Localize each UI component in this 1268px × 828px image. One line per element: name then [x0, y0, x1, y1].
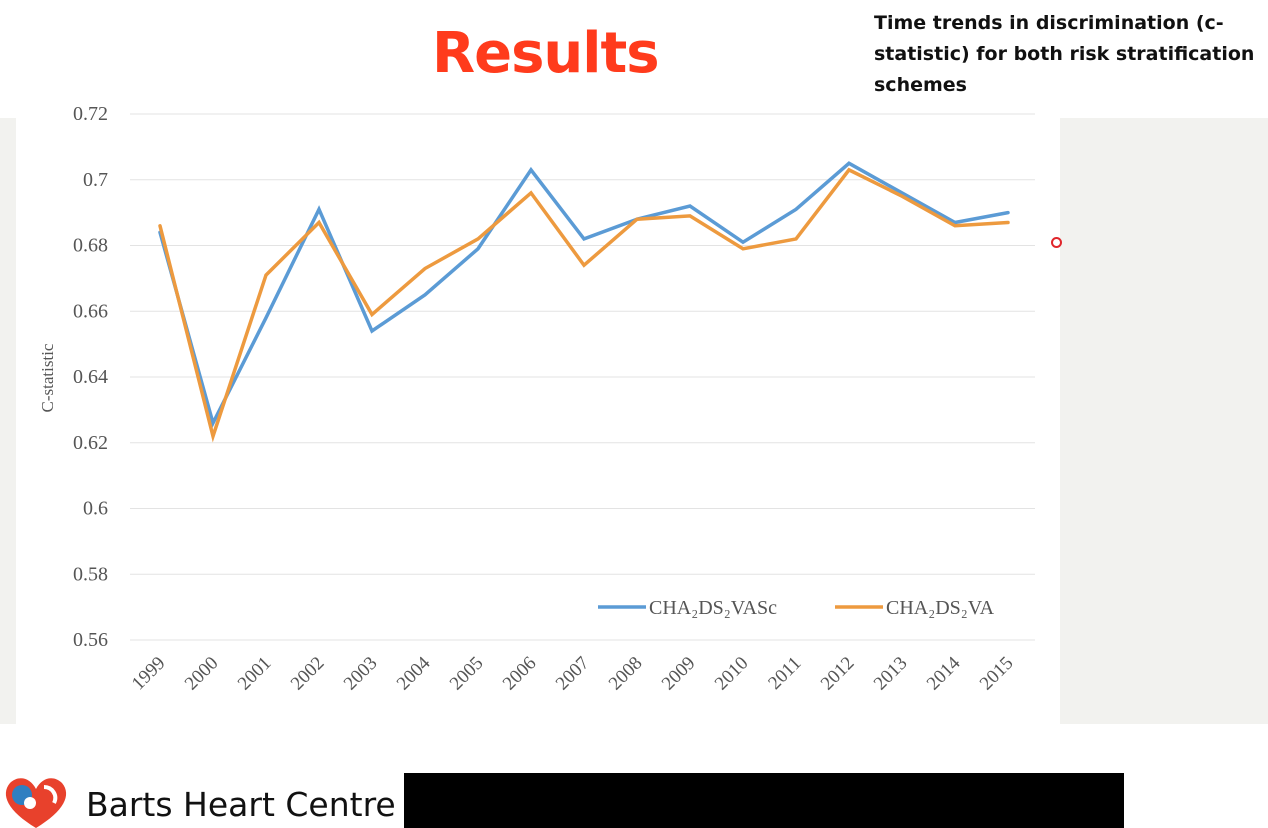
chart-gridlines [130, 113, 1035, 641]
x-tick-label: 2014 [923, 652, 965, 694]
x-tick-label: 2015 [976, 653, 1018, 695]
y-tick-label: 0.7 [83, 169, 108, 191]
chart-series [158, 161, 1010, 443]
series-line-1 [158, 161, 1010, 428]
legend-label-1: CHA₂DS₂VASc [649, 597, 777, 619]
x-tick-label: 2000 [181, 653, 223, 695]
x-tick-label: 2001 [234, 653, 276, 695]
laser-pointer-dot [1051, 237, 1062, 248]
x-tick-label: 2003 [340, 653, 382, 695]
footer-bar: Barts Heart Centre [0, 773, 1124, 828]
y-tick-label: 0.66 [73, 300, 108, 322]
x-tick-label: 2005 [446, 653, 488, 695]
x-tick-label: 2011 [764, 653, 805, 694]
y-axis-ticks: 0.56 0.58 0.6 0.62 0.64 0.66 0.68 0.7 0.72 [73, 103, 108, 651]
x-tick-label: 1999 [128, 653, 170, 695]
y-tick-label: 0.58 [73, 563, 108, 585]
y-tick-label: 0.56 [73, 629, 108, 651]
x-tick-label: 2004 [393, 652, 435, 694]
chart-panel [16, 86, 1060, 732]
x-tick-label: 2006 [499, 653, 541, 695]
x-tick-label: 2007 [552, 653, 594, 695]
x-tick-label: 2010 [711, 653, 753, 695]
x-tick-label: 2008 [605, 653, 647, 695]
y-tick-label: 0.72 [73, 103, 108, 125]
y-tick-label: 0.64 [73, 366, 108, 388]
y-tick-label: 0.6 [83, 498, 108, 520]
y-tick-label: 0.68 [73, 235, 108, 257]
footer-logo-area: Barts Heart Centre [0, 773, 404, 828]
barts-heart-logo-icon [5, 778, 67, 828]
series-line-2 [158, 167, 1010, 443]
x-tick-label: 2009 [658, 653, 700, 695]
slide-caption: Time trends in discrimination (c-statist… [874, 12, 1255, 96]
y-tick-label: 0.62 [73, 432, 108, 454]
legend-label-2: CHA₂DS₂VA [886, 597, 995, 619]
footer-org-name: Barts Heart Centre [86, 785, 396, 824]
y-axis-label: C-statistic [38, 343, 57, 412]
x-tick-label: 2002 [287, 653, 329, 695]
x-tick-label: 2012 [817, 653, 859, 695]
x-axis-ticks: 1999 2000 2001 2002 2003 2004 2005 2006 2007 2008… [128, 652, 1018, 694]
slide-title: Results [432, 21, 660, 86]
chart-legend: CHA₂DS₂VASc CHA₂DS₂VA [598, 597, 995, 619]
x-tick-label: 2013 [870, 653, 912, 695]
